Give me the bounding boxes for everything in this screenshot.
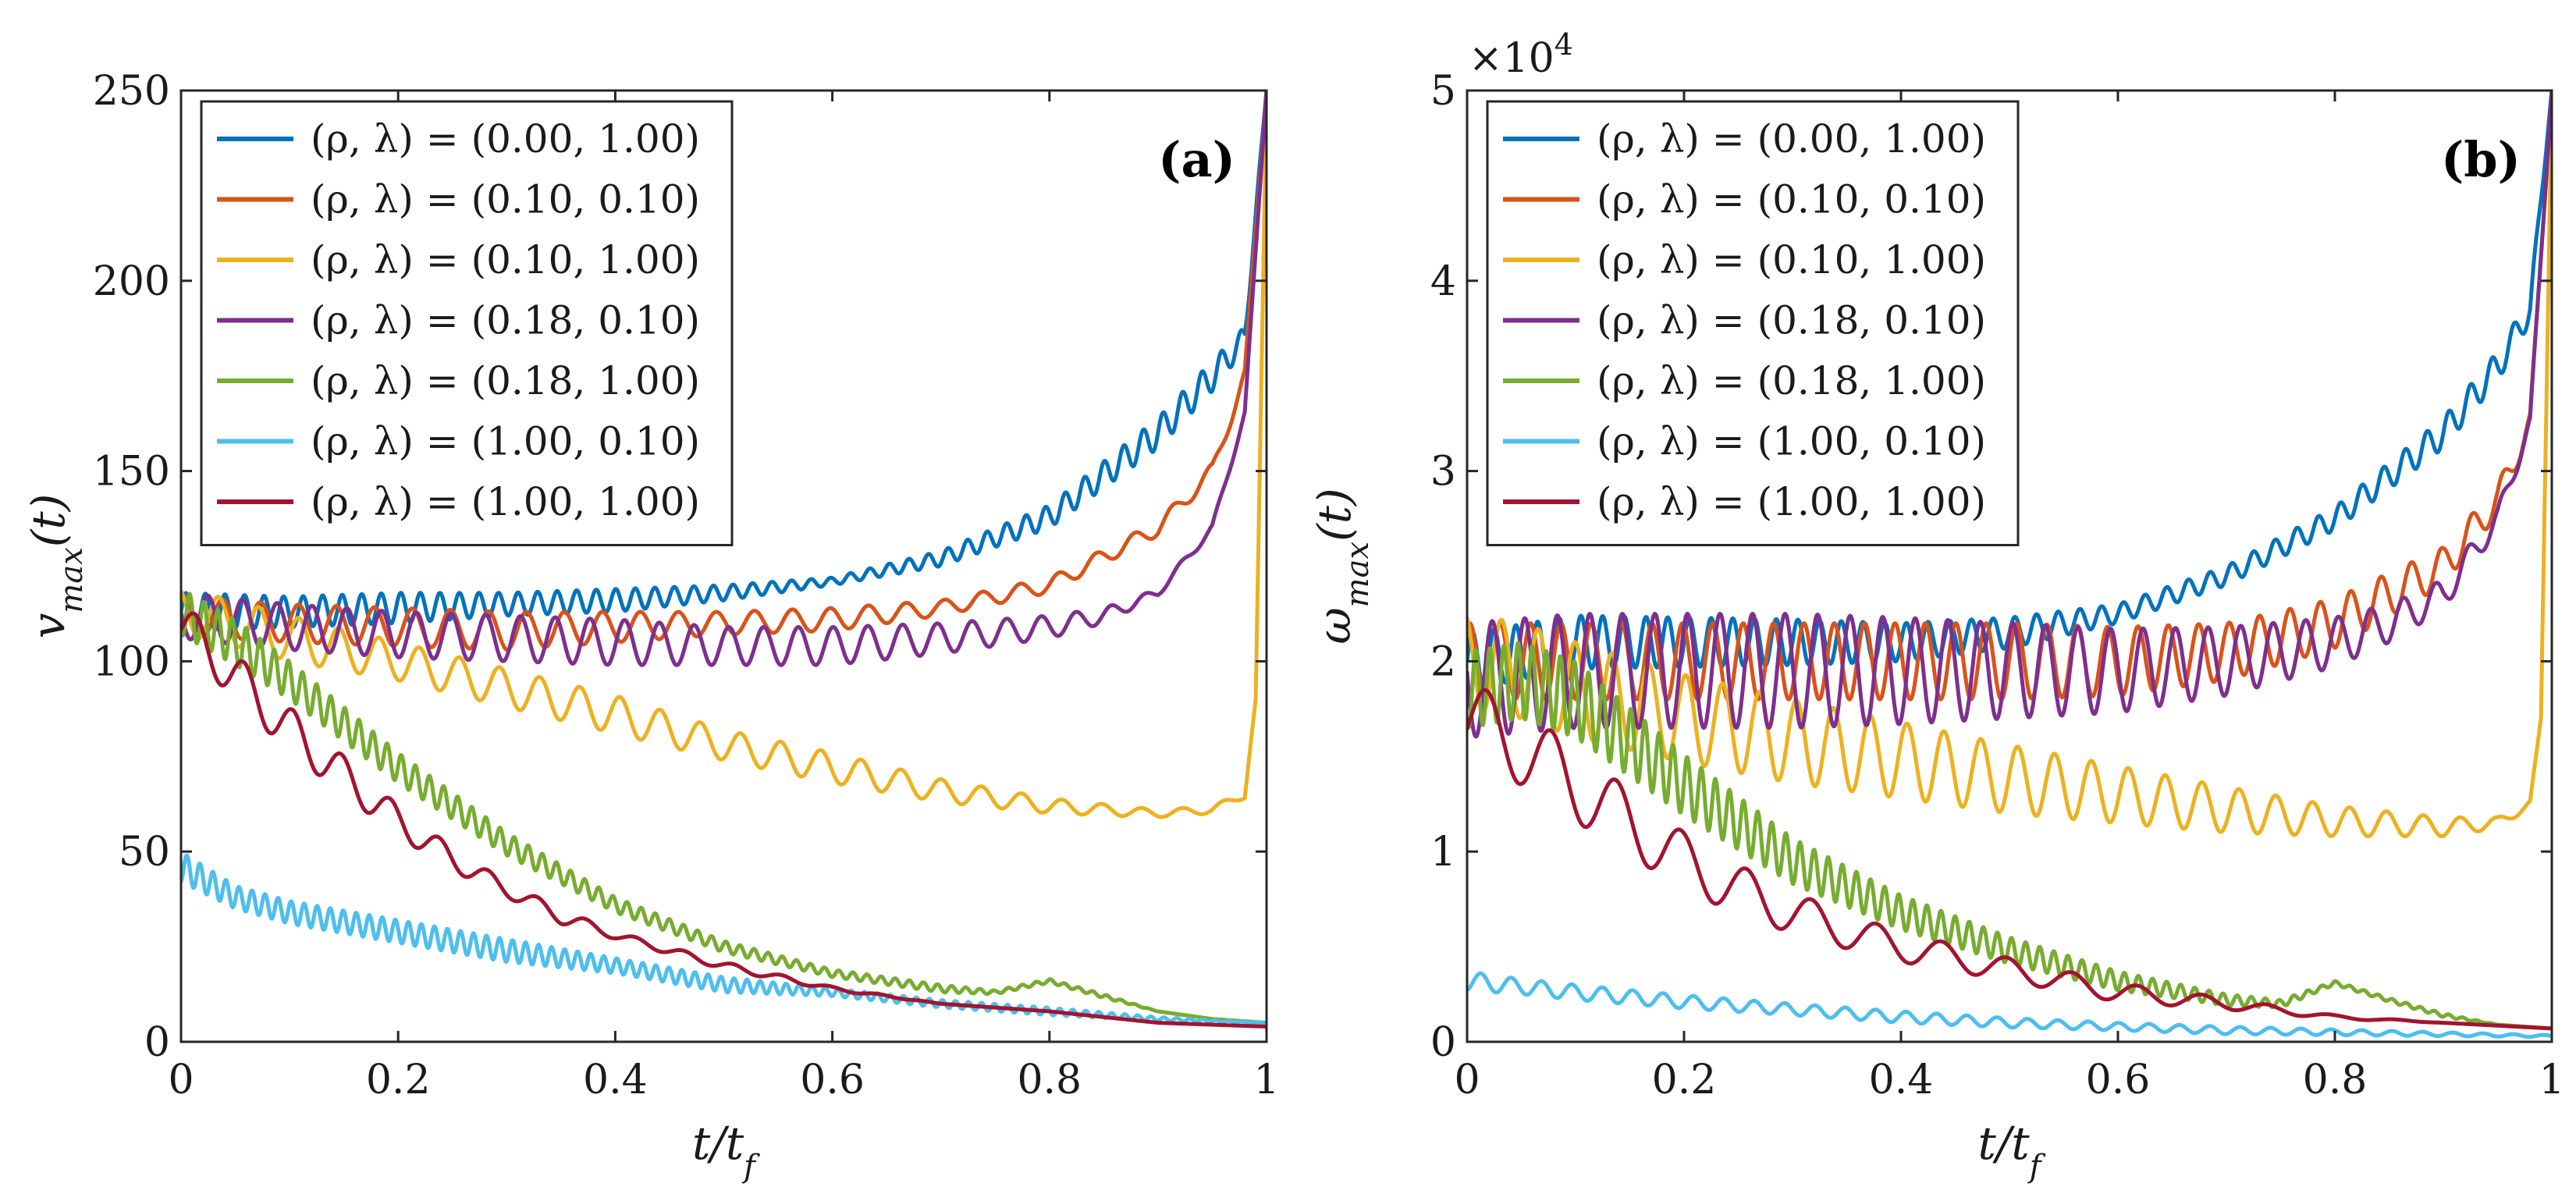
series-line-3 <box>181 91 1267 819</box>
series-line-6 <box>181 853 1267 1025</box>
series-group <box>181 91 1267 1029</box>
legend-box <box>1486 100 2020 546</box>
series-line-5 <box>181 592 1267 1025</box>
legend-entry: (ρ, λ) = (0.10, 0.10) <box>311 177 700 222</box>
legend-entry: (ρ, λ) = (0.18, 1.00) <box>1597 358 1986 403</box>
x-tick-label: 1 <box>2539 1057 2564 1103</box>
legend: (ρ, λ) = (0.00, 1.00) (ρ, λ) = (0.10, 0.1… <box>1486 100 2020 546</box>
y-axis-title: ωmax(t) <box>1308 488 1376 644</box>
y-tick-label: 2 <box>1430 638 1456 685</box>
y-tick-label: 0 <box>1430 1019 1456 1066</box>
legend-entry: (ρ, λ) = (0.18, 0.10) <box>1597 298 1986 343</box>
legend-entry: (ρ, λ) = (1.00, 1.00) <box>1597 479 1986 524</box>
legend-entry: (ρ, λ) = (1.00, 1.00) <box>311 479 700 524</box>
x-tick-label: 0.6 <box>800 1057 865 1103</box>
legend-box <box>200 100 734 546</box>
series-line-6 <box>1467 971 2552 1039</box>
series-line-7 <box>181 611 1267 1029</box>
x-tick-label: 0.8 <box>1017 1057 1082 1103</box>
x-tick-label: 0.4 <box>583 1057 648 1103</box>
x-tick-label: 1 <box>1253 1057 1279 1103</box>
x-axis-title: t/tf <box>1978 1117 2046 1185</box>
panel-a: 0 0.2 0.4 0.6 0.8 1 0 50 100 150 200 250 t/tf vmax(t)… <box>22 68 1280 1185</box>
series-line-7 <box>1467 688 2552 1031</box>
y-tick-label: 150 <box>93 449 170 496</box>
x-tick-label: 0.2 <box>1652 1057 1717 1103</box>
y-axis-title-group: ωmax(t) <box>1308 488 1376 644</box>
panel-b: 0 0.2 0.4 0.6 0.8 1 0 1 2 3 4 5 ×104 t/tf ωmax(t) (b) (ρ… <box>1308 27 2565 1185</box>
legend-entry: (ρ, λ) = (0.10, 0.10) <box>1597 177 1986 222</box>
y-tick-label: 1 <box>1430 829 1456 876</box>
y-tick-label: 200 <box>93 258 170 305</box>
y-tick-label: 3 <box>1430 449 1456 496</box>
x-tick-label: 0.4 <box>1869 1057 1934 1103</box>
y-tick-label: 0 <box>144 1019 170 1066</box>
legend-entry: (ρ, λ) = (0.18, 1.00) <box>311 358 700 403</box>
axes-box <box>179 89 1268 1043</box>
legend-entry: (ρ, λ) = (0.00, 1.00) <box>311 116 700 162</box>
series-line-2 <box>181 91 1267 652</box>
x-tick-label: 0.2 <box>366 1057 431 1103</box>
series-line-4 <box>181 91 1267 667</box>
panel-label: (b) <box>2441 131 2521 188</box>
series-line-1 <box>181 91 1267 633</box>
legend-entry: (ρ, λ) = (1.00, 0.10) <box>311 419 700 464</box>
x-tick-label: 0.8 <box>2303 1057 2368 1103</box>
y-tick-label: 250 <box>93 68 170 115</box>
y-axis-title: vmax(t) <box>22 494 90 639</box>
x-tick-label: 0 <box>168 1057 194 1103</box>
x-axis-title: t/tf <box>692 1117 760 1185</box>
legend-entry: (ρ, λ) = (0.00, 1.00) <box>1597 116 1986 162</box>
legend-entry: (ρ, λ) = (0.10, 1.00) <box>1597 237 1986 282</box>
y-tick-label: 50 <box>119 829 170 876</box>
x-tick-label: 0 <box>1454 1057 1480 1103</box>
series-line-5 <box>1467 641 2552 1031</box>
legend-entry: (ρ, λ) = (0.18, 0.10) <box>311 298 700 343</box>
series-group <box>1467 91 2552 1039</box>
legend-entry: (ρ, λ) = (0.10, 1.00) <box>311 237 700 282</box>
axes-box <box>1466 89 2553 1043</box>
legend-entry: (ρ, λ) = (1.00, 0.10) <box>1597 419 1986 464</box>
x-tick-label: 0.6 <box>2086 1057 2151 1103</box>
series-line-2 <box>1467 91 2552 702</box>
series-line-4 <box>1467 91 2552 739</box>
legend: (ρ, λ) = (0.00, 1.00) (ρ, λ) = (0.10, 0.1… <box>200 100 734 546</box>
y-axis-title-group: vmax(t) <box>22 494 90 639</box>
y-tick-label: 4 <box>1430 258 1456 305</box>
y-tick-label: 5 <box>1430 68 1456 115</box>
panel-label: (a) <box>1158 131 1235 188</box>
y-axis-multiplier: ×104 <box>1469 27 1573 82</box>
y-tick-label: 100 <box>93 638 170 685</box>
